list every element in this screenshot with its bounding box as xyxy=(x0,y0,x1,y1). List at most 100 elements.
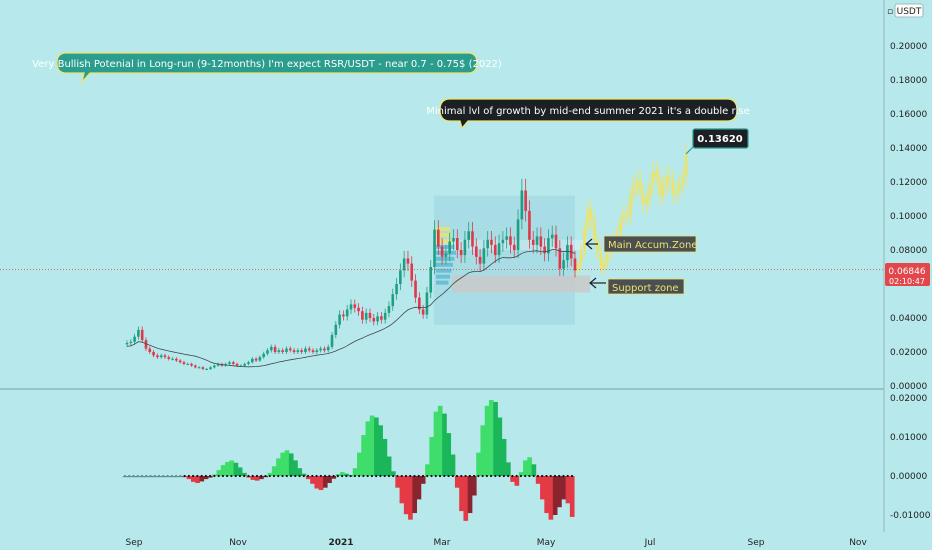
candle-body xyxy=(178,360,182,363)
oscillator-bar xyxy=(331,476,337,479)
candle-body xyxy=(474,246,478,257)
oscillator-zero-dot xyxy=(562,474,565,478)
candle-body xyxy=(216,363,220,366)
oscillator-bar xyxy=(276,458,281,476)
candle-body xyxy=(304,348,307,352)
oscillator-bar xyxy=(361,435,366,476)
oscillator-zero-dot xyxy=(451,474,454,478)
oscillator-bar xyxy=(284,450,290,476)
callout-long-run[interactable]: Very Bullish Potenial in Long-run (9-12m… xyxy=(32,52,502,85)
oscillator-bar xyxy=(480,425,486,476)
projection-candle xyxy=(599,253,603,269)
candle-body xyxy=(372,318,376,322)
support-zone-label[interactable]: Support zone xyxy=(589,277,685,295)
callout-summer[interactable]: Minimal lvl of growth by mid-end summer … xyxy=(426,98,750,130)
candle-body xyxy=(201,367,205,369)
candle-body xyxy=(497,243,501,256)
oscillator-zero-dot xyxy=(166,474,169,478)
candle-body xyxy=(125,342,129,345)
oscillator-layer xyxy=(122,399,575,521)
candle-body xyxy=(296,350,300,352)
candle-body xyxy=(467,231,470,240)
oscillator-zero-dot xyxy=(132,474,135,478)
main-zone-label[interactable]: Main Accum.Zone xyxy=(585,235,697,253)
candle-body xyxy=(323,348,326,351)
time-tick-label: May xyxy=(537,538,556,548)
oscillator-bar xyxy=(446,433,452,476)
oscillator-bar xyxy=(416,476,422,500)
oscillator-bar xyxy=(305,476,311,480)
oscillator-bar xyxy=(557,476,562,508)
oscillator-zero-dot xyxy=(174,474,178,478)
candle-body xyxy=(471,231,474,247)
oscillator-zero-dot xyxy=(558,474,561,478)
projection-candle xyxy=(579,250,583,264)
price-tick-label: 0.14000 xyxy=(890,144,927,154)
target-price-tag[interactable]: 0.13620 xyxy=(685,128,749,155)
volume-profile-bar xyxy=(436,238,453,243)
candle-body xyxy=(326,346,330,351)
projection-candle xyxy=(592,219,596,240)
oscillator-bar xyxy=(395,476,400,488)
candle-body xyxy=(399,270,402,284)
candle-body xyxy=(163,355,167,358)
oscillator-bar xyxy=(297,468,303,476)
candle-body xyxy=(448,241,452,254)
oscillator-bar xyxy=(344,473,349,476)
oscillator-zero-dot xyxy=(319,474,322,478)
candle-body xyxy=(281,350,284,352)
projection-candle xyxy=(645,199,649,205)
oscillator-bar xyxy=(531,464,537,476)
oscillator-zero-dot xyxy=(545,474,548,478)
candle-body xyxy=(421,309,425,315)
candle-body xyxy=(490,239,493,245)
projection-candle xyxy=(576,263,580,271)
oscillator-zero-dot xyxy=(234,474,237,478)
oscillator-bar xyxy=(476,452,481,476)
volume-profile-bar xyxy=(436,233,452,237)
oscillator-zero-dot xyxy=(507,474,510,478)
oscillator-zero-dot xyxy=(528,474,531,478)
oscillator-zero-dot xyxy=(413,474,416,478)
oscillator-zero-dot xyxy=(549,474,552,478)
oscillator-zero-dot xyxy=(153,474,156,478)
oscillator-zero-dot xyxy=(298,474,301,478)
currency-badge[interactable]: USDT xyxy=(894,3,924,18)
oscillator-bar xyxy=(250,476,256,480)
oscillator-zero-dot xyxy=(532,474,535,478)
oscillator-bar xyxy=(203,476,209,480)
oscillator-zero-dot xyxy=(183,474,186,478)
oscillator-zero-dot xyxy=(349,474,352,478)
oscillator-zero-dot xyxy=(400,474,403,478)
oscillator-zero-dot xyxy=(375,474,378,478)
settings-glyph-icon[interactable]: ▫ xyxy=(887,7,893,17)
oscillator-zero-dot xyxy=(323,474,327,478)
oscillator-bar xyxy=(318,476,324,491)
volume-profile-bar xyxy=(436,280,449,285)
candle-body xyxy=(528,210,531,240)
time-tick-label: Sep xyxy=(748,538,765,548)
projection-candle xyxy=(586,209,590,228)
moving-average-line xyxy=(126,249,576,368)
oscillator-zero-dot xyxy=(289,474,293,478)
oscillator-bar xyxy=(352,468,358,476)
oscillator-bar xyxy=(391,471,396,476)
oscillator-zero-dot xyxy=(328,474,331,478)
candle-body xyxy=(550,234,554,239)
volume-profile-bar xyxy=(436,268,452,273)
candle-body xyxy=(258,357,262,361)
oscillator-bar xyxy=(322,476,328,488)
projection-layer xyxy=(576,143,688,277)
oscillator-bar xyxy=(506,462,511,476)
candle-body xyxy=(319,348,322,351)
candle-body xyxy=(197,367,201,369)
oscillator-bar xyxy=(510,476,515,482)
target-price-label: 0.13620 xyxy=(697,134,743,145)
candle-body xyxy=(459,250,463,256)
oscillator-axis-ticks: 0.02000 0.01000 0.00000 -0.01000 xyxy=(890,394,931,521)
candle-body xyxy=(338,314,341,325)
candle-body xyxy=(380,316,383,320)
oscillator-zero-dot xyxy=(345,474,348,478)
oscillator-zero-dot xyxy=(277,474,280,478)
candle-body xyxy=(175,358,178,361)
